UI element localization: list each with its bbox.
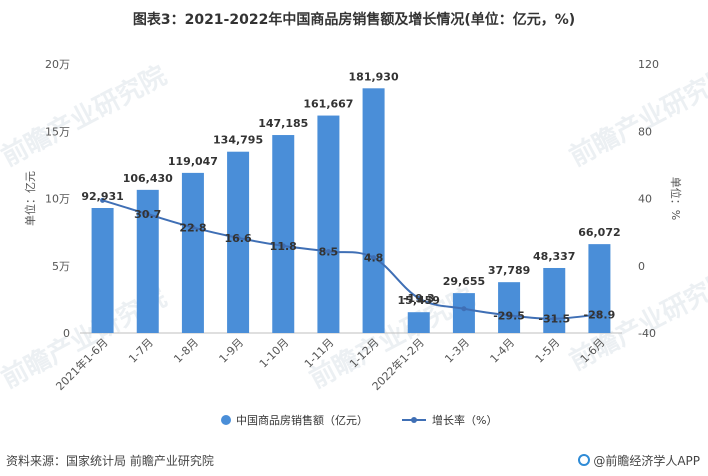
source-note: 资料来源：国家统计局 前瞻产业研究院 [6, 454, 214, 468]
y-left-tick-label: 20万 [45, 58, 70, 71]
y-right-tick-label: 120 [638, 58, 659, 71]
bar-value-label: 106,430 [123, 172, 173, 185]
y-right-tick-label: -40 [638, 327, 656, 340]
line-value-label: 8.5 [319, 245, 339, 258]
x-tick-label: 1-12月 [347, 336, 382, 371]
legend-line-marker-dot [411, 417, 417, 423]
bar [543, 267, 566, 333]
x-tick-label: 1-4月 [488, 336, 518, 366]
line-value-label: 4.8 [364, 252, 384, 265]
chart-title: 图表3：2021-2022年中国商品房销售额及增长情况(单位：亿元，%) [132, 12, 576, 28]
line-value-label: 22.8 [179, 221, 206, 234]
line-point [506, 312, 512, 318]
y-right-tick-label: 0 [638, 260, 645, 273]
x-tick-label: 2021年1-6月 [53, 335, 111, 393]
bar-value-label: 29,655 [443, 275, 485, 288]
y-right-axis-title: 单位：% [669, 177, 683, 220]
bar-value-label: 147,185 [258, 117, 308, 130]
bar-value-label: 134,795 [213, 134, 263, 147]
brand-logo-icon [578, 454, 591, 466]
line-value-label: -19.3 [403, 292, 435, 305]
bar-value-label: 48,337 [533, 250, 575, 263]
line-point [596, 311, 602, 317]
bar-value-label: 119,047 [168, 155, 218, 168]
bar-value-label: 92,931 [81, 190, 123, 203]
x-tick-label: 1-9月 [217, 336, 247, 366]
line-point [100, 197, 106, 203]
legend-bar-label: 中国商品房销售额（亿元） [236, 413, 368, 427]
legend-line-label: 增长率（%） [432, 413, 497, 427]
legend-bar-marker [221, 415, 231, 425]
bar-value-label: 161,667 [303, 98, 353, 111]
bar [317, 115, 340, 333]
credit-note: @前瞻经济学人APP [578, 452, 700, 469]
line-value-label: -31.5 [538, 313, 570, 326]
bar [91, 208, 114, 333]
bar-value-label: 15,459 [398, 294, 440, 307]
y-left-tick-label: 0 [63, 327, 70, 340]
y-right-tick-label: 40 [638, 193, 652, 206]
y-left-tick-label: 15万 [45, 125, 70, 138]
line-point [461, 306, 467, 312]
line-value-label: 11.8 [270, 240, 297, 253]
y-right-tick-label: 80 [638, 125, 652, 138]
x-tick-label: 1-8月 [171, 336, 201, 366]
bar [272, 135, 295, 333]
bar-value-label: 181,930 [349, 70, 399, 83]
growth-rate-line [102, 199, 600, 320]
line-point [145, 211, 151, 217]
x-tick-label: 1-7月 [126, 336, 156, 366]
y-left-tick-label: 10万 [45, 193, 70, 206]
x-tick-label: 1-10月 [257, 336, 292, 371]
line-point [325, 248, 331, 254]
line-point [416, 295, 422, 301]
bar-value-label: 66,072 [578, 226, 620, 239]
bar [181, 172, 204, 333]
x-tick-label: 1-3月 [442, 336, 472, 366]
credit-text: @前瞻经济学人APP [593, 454, 700, 468]
line-point [371, 255, 377, 261]
bar [452, 293, 475, 333]
y-left-axis-title: 单位：亿元 [23, 171, 37, 226]
line-value-label: 16.6 [225, 232, 252, 245]
line-point [235, 235, 241, 241]
line-value-label: 30.7 [134, 208, 161, 221]
line-point [190, 224, 196, 230]
bar [588, 244, 611, 333]
x-tick-label: 1-11月 [302, 336, 337, 371]
line-value-label: -28.9 [584, 308, 616, 321]
line-value-label: -29.5 [493, 309, 525, 322]
bar [136, 189, 159, 333]
x-tick-label: 1-6月 [578, 336, 608, 366]
line-point [551, 316, 557, 322]
line-point [280, 243, 286, 249]
bar [498, 282, 521, 333]
bar-value-label: 37,789 [488, 264, 530, 277]
bar [227, 151, 250, 333]
bar [362, 88, 385, 333]
bar [407, 312, 430, 333]
y-left-tick-label: 5万 [52, 260, 70, 273]
x-tick-label: 1-5月 [533, 336, 563, 366]
